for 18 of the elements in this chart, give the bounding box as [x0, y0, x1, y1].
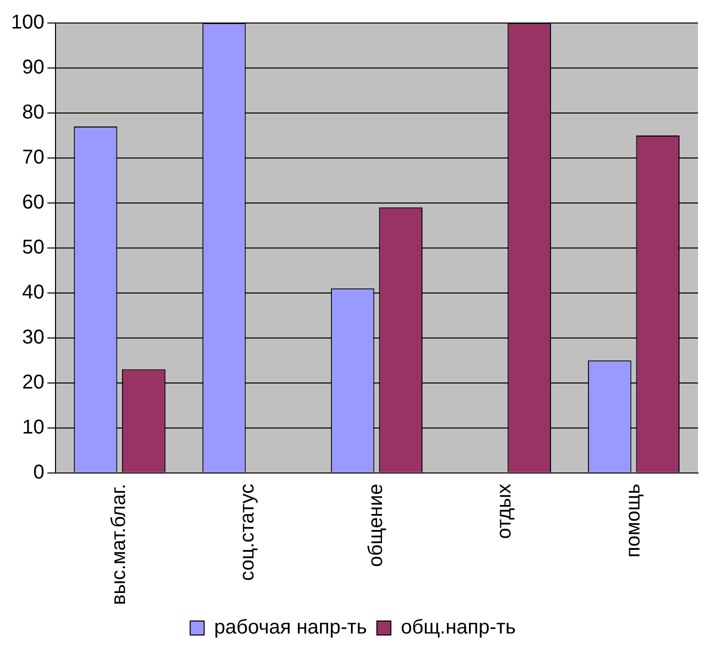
y-tick-label: 40	[22, 281, 44, 304]
y-tick-label: 50	[22, 236, 44, 258]
y-tick-label: 30	[22, 326, 44, 348]
y-tick-label: 90	[22, 56, 44, 78]
x-tick-label: помощь	[622, 484, 644, 558]
x-tick-label: соц.статус	[236, 484, 259, 581]
x-tick-label: общение	[365, 484, 388, 568]
x-tick-label: выс.мат.благ.	[108, 484, 130, 605]
y-tick-label: 60	[22, 191, 44, 214]
y-tick-label: 20	[22, 371, 44, 394]
y-tick-label: 100	[10, 12, 44, 34]
legend-label: общ.напр-ть	[400, 616, 516, 639]
legend-label: рабочая напр-ть	[214, 616, 367, 639]
y-tick-label: 0	[33, 461, 44, 484]
y-tick-label: 10	[22, 416, 44, 438]
y-tick-label: 70	[22, 146, 44, 168]
y-tick-label: 80	[22, 101, 44, 124]
x-tick-label: отдых	[494, 484, 516, 539]
